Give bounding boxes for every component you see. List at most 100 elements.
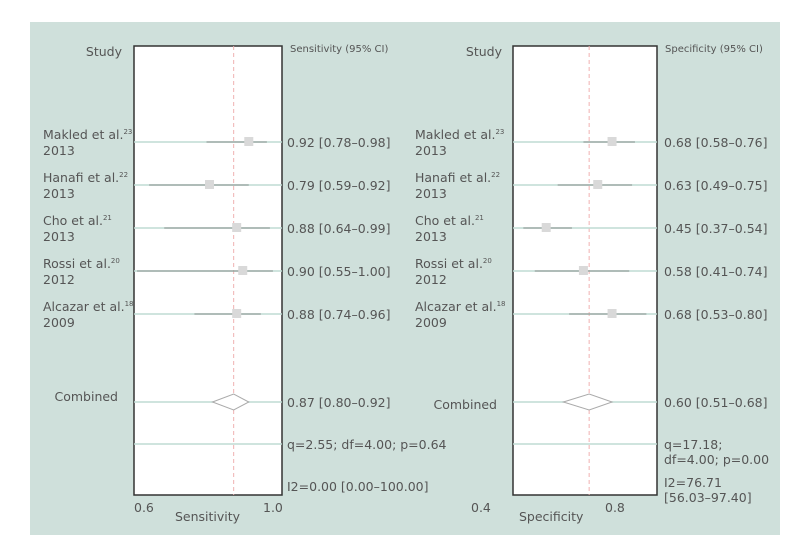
point-estimate-marker <box>232 309 242 318</box>
point-estimate-marker <box>244 137 254 146</box>
ci-header: Sensitivity (95% CI) <box>290 44 388 55</box>
reference-superscript: 18 <box>496 299 506 308</box>
x-tick-label: 0.6 <box>134 500 154 515</box>
study-header: Study <box>466 44 502 59</box>
combined-label: Combined <box>54 389 118 404</box>
study-name-text: Alcazar et al. <box>415 299 497 314</box>
study-header-text: Study <box>465 44 502 59</box>
ci-value: 0.58 [0.41–0.74] <box>664 264 767 279</box>
reference-superscript: 20 <box>482 256 492 265</box>
heterogeneity-stat: q=2.55; df=4.00; p=0.64 <box>287 437 447 452</box>
study-year: 2012 <box>415 272 447 287</box>
study-name: Hanafi et al.22 <box>415 170 500 185</box>
ci-header: Specificity (95% CI) <box>665 44 763 55</box>
ci-value: 0.68 [0.53–0.80] <box>664 307 767 322</box>
point-estimate-marker <box>607 137 617 146</box>
combined-label: Combined <box>433 397 497 412</box>
x-tick-label: 0.4 <box>471 500 491 515</box>
reference-superscript: 22 <box>119 170 129 179</box>
x-tick-label-text: 0.6 <box>134 500 154 515</box>
ci-value: 0.88 [0.74–0.96] <box>287 307 390 322</box>
combined-label-text: Combined <box>54 389 118 404</box>
ci-value: 0.68 [0.58–0.76] <box>664 135 767 150</box>
study-year-text: 2013 <box>43 143 75 158</box>
ci-value-text: 0.79 [0.59–0.92] <box>287 178 391 193</box>
combined-label-text: Combined <box>433 397 497 412</box>
x-tick-label-text: 0.4 <box>471 500 491 515</box>
combined-diamond <box>211 393 250 411</box>
study-name: Makled et al.23 <box>415 127 504 142</box>
study-year-text: 2009 <box>415 315 447 330</box>
study-year: 2013 <box>43 229 75 244</box>
study-name-text: Makled et al. <box>43 127 124 142</box>
study-name: Cho et al.21 <box>415 213 484 228</box>
x-axis-label: Specificity <box>519 509 583 524</box>
study-name-text: Rossi et al. <box>43 256 111 271</box>
ci-value-text: 0.45 [0.37–0.54] <box>664 221 768 236</box>
combined-value: 0.60 [0.51–0.68] <box>664 395 767 410</box>
point-estimate-marker <box>541 223 551 232</box>
study-name: Hanafi et al.22 <box>43 170 128 185</box>
reference-superscript: 23 <box>123 127 133 136</box>
combined-diamond <box>561 393 614 411</box>
ci-value: 0.63 [0.49–0.75] <box>664 178 767 193</box>
ci-value: 0.45 [0.37–0.54] <box>664 221 767 236</box>
i2-stat-text: I2=76.71 [56.03–97.40] <box>664 475 752 505</box>
x-tick-label: 1.0 <box>263 500 283 515</box>
point-estimate-marker <box>205 180 215 189</box>
study-year-text: 2012 <box>415 272 447 287</box>
study-name: Alcazar et al.18 <box>43 299 133 314</box>
study-name: Makled et al.23 <box>43 127 132 142</box>
point-estimate-marker <box>238 266 248 275</box>
ci-value-text: 0.68 [0.53–0.80] <box>664 307 768 322</box>
reference-superscript: 22 <box>491 170 501 179</box>
ci-value-text: 0.88 [0.74–0.96] <box>287 307 391 322</box>
x-tick-label-text: 1.0 <box>263 500 283 515</box>
i2-stat-text: I2=0.00 [0.00–100.00] <box>287 479 429 494</box>
study-name-text: Rossi et al. <box>415 256 483 271</box>
x-tick-label: 0.8 <box>605 500 625 515</box>
study-name: Cho et al.21 <box>43 213 112 228</box>
ci-value: 0.90 [0.55–1.00] <box>287 264 390 279</box>
point-estimate-marker <box>578 266 588 275</box>
study-name-text: Cho et al. <box>415 213 475 228</box>
x-tick-label-text: 0.8 <box>605 500 625 515</box>
ci-value-text: 0.58 [0.41–0.74] <box>664 264 768 279</box>
x-axis-label: Sensitivity <box>175 509 240 524</box>
study-year: 2009 <box>415 315 447 330</box>
combined-value: 0.87 [0.80–0.92] <box>287 395 390 410</box>
i2-stat: I2=76.71 [56.03–97.40] <box>664 475 769 505</box>
heterogeneity-stat-text: q=17.18; df=4.00; p=0.00 <box>664 437 770 467</box>
study-year-text: 2013 <box>415 186 447 201</box>
ci-value: 0.92 [0.78–0.98] <box>287 135 390 150</box>
study-year: 2013 <box>43 143 75 158</box>
study-year: 2013 <box>415 229 447 244</box>
ci-value-text: 0.68 [0.58–0.76] <box>664 135 768 150</box>
study-year-text: 2009 <box>43 315 75 330</box>
i2-stat: I2=0.00 [0.00–100.00] <box>287 479 429 494</box>
study-year-text: 2013 <box>415 143 447 158</box>
study-name-text: Cho et al. <box>43 213 103 228</box>
reference-superscript: 21 <box>102 213 112 222</box>
study-year-text: 2013 <box>415 229 447 244</box>
ci-value-text: 0.90 [0.55–1.00] <box>287 264 391 279</box>
reference-superscript: 21 <box>474 213 484 222</box>
combined-value-text: 0.60 [0.51–0.68] <box>664 395 768 410</box>
ci-value-text: 0.88 [0.64–0.99] <box>287 221 391 236</box>
ci-value-text: 0.92 [0.78–0.98] <box>287 135 391 150</box>
study-name-text: Makled et al. <box>415 127 496 142</box>
study-year: 2013 <box>43 186 75 201</box>
x-axis-label-text: Sensitivity <box>175 509 241 524</box>
point-estimate-marker <box>607 309 617 318</box>
study-name: Alcazar et al.18 <box>415 299 505 314</box>
study-name-text: Hanafi et al. <box>43 170 120 185</box>
study-year: 2013 <box>415 186 447 201</box>
ci-header-text: Specificity (95% CI) <box>665 44 763 55</box>
reference-superscript: 18 <box>124 299 134 308</box>
x-axis-label-text: Specificity <box>519 509 584 524</box>
ci-value: 0.79 [0.59–0.92] <box>287 178 390 193</box>
study-header: Study <box>86 44 122 59</box>
combined-value-text: 0.87 [0.80–0.92] <box>287 395 391 410</box>
study-name-text: Hanafi et al. <box>415 170 492 185</box>
